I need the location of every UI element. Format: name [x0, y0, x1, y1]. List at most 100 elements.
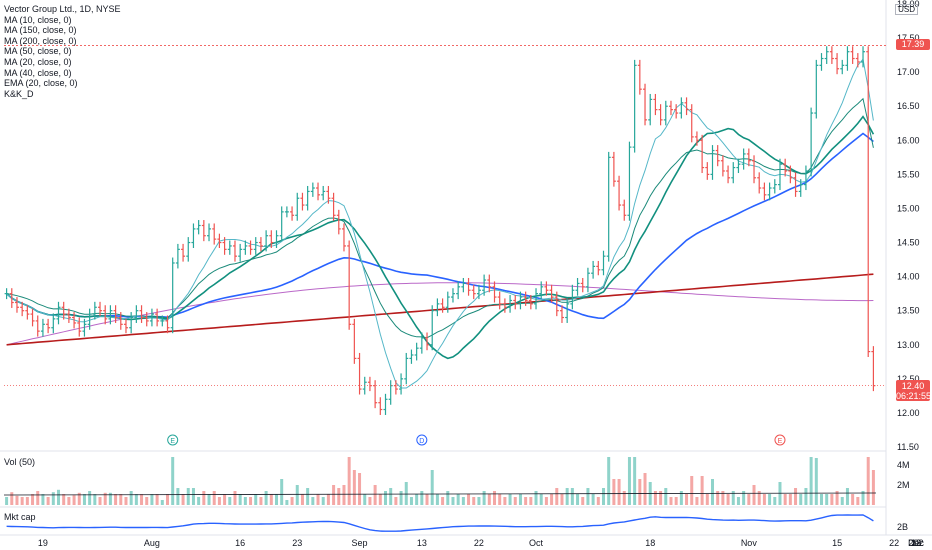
legend-ma10[interactable]: MA (10, close, 0) [4, 14, 72, 25]
volume-bar [711, 479, 714, 505]
price-bar [617, 175, 622, 211]
price-bar [866, 46, 871, 358]
volume-bar [866, 457, 870, 505]
volume-bar [555, 488, 559, 505]
volume-bar [254, 494, 258, 505]
price-bar [476, 284, 481, 300]
mktcap-pane-label[interactable]: Mkt cap [4, 512, 36, 522]
price-bar [284, 206, 289, 218]
price-bar [689, 104, 694, 143]
price-bar [788, 165, 793, 184]
price-bar [264, 230, 269, 252]
volume-bar [607, 457, 611, 505]
price-bar [798, 179, 803, 197]
price-bar [87, 308, 92, 330]
price-bar [554, 291, 559, 317]
volume-bar [840, 497, 844, 505]
volume-bar [404, 482, 408, 505]
price-tick-label: 14.00 [897, 272, 920, 282]
volume-bar [653, 491, 657, 505]
price-bar [352, 318, 357, 364]
volume-bar [337, 488, 341, 505]
volume-bar [378, 494, 382, 505]
volume-bar [82, 494, 86, 505]
event-marker [416, 434, 428, 446]
price-bar [565, 298, 570, 323]
event-marker [167, 434, 179, 446]
price-bar [835, 53, 840, 75]
volume-bar [643, 473, 647, 505]
legend-ma150[interactable]: MA (150, close, 0) [4, 25, 77, 36]
price-bar [25, 305, 30, 320]
price-bar [103, 305, 108, 325]
price-bar [30, 308, 35, 327]
volume-bar [290, 497, 294, 505]
price-bar [4, 288, 9, 300]
price-bar [222, 237, 227, 255]
price-bar [331, 192, 336, 221]
volume-bar [88, 491, 92, 505]
legend-ma20[interactable]: MA (20, close, 0) [4, 56, 72, 67]
legend-ma40[interactable]: MA (40, close, 0) [4, 67, 72, 78]
volume-bar [363, 494, 367, 505]
volume-bar [581, 497, 585, 505]
price-bar [502, 298, 507, 313]
event-marker-label: E [778, 438, 783, 445]
price-tick-label: 13.50 [897, 306, 920, 316]
legend-ma50[interactable]: MA (50, close, 0) [4, 46, 72, 57]
price-bar [170, 257, 175, 334]
volume-bar [259, 497, 263, 505]
currency-label[interactable]: USD [895, 4, 918, 15]
volume-bar [166, 494, 169, 505]
price-bar [513, 295, 518, 310]
price-bar [77, 317, 82, 337]
volume-bar [176, 488, 180, 505]
price-tick-label: 11.50 [897, 442, 919, 452]
price-bar [855, 53, 860, 68]
volume-bar [820, 494, 823, 505]
volume-bar [539, 494, 543, 505]
volume-bar [358, 473, 362, 505]
time-tick-label: 19 [38, 538, 48, 548]
price-bar [809, 107, 814, 177]
current-price-tag: 12.40 06:21:55 [896, 380, 931, 401]
volume-bar [238, 494, 242, 505]
event-marker-label: D [419, 438, 424, 445]
price-bar [113, 305, 118, 323]
price-bar [596, 260, 601, 276]
volume-bar [544, 497, 548, 505]
legend-ma200[interactable]: MA (200, close, 0) [4, 35, 77, 46]
price-tick-label: 15.50 [897, 169, 920, 179]
volume-tick-label: 4M [897, 460, 910, 470]
volume-bar [77, 492, 81, 505]
price-bar [118, 312, 123, 330]
price-tick-label: 12.50 [897, 374, 920, 384]
price-bar [341, 223, 346, 252]
price-bar [419, 332, 424, 354]
price-bar [46, 318, 51, 334]
volume-bar [576, 494, 580, 505]
volume-bar [316, 494, 320, 505]
price-bar [752, 155, 757, 184]
current-price-value: 12.40 [901, 381, 925, 391]
price-bar [196, 220, 201, 235]
volume-bar [108, 492, 112, 505]
price-bar [160, 315, 165, 327]
volume-bar [425, 494, 429, 505]
volume-bar [736, 497, 740, 505]
legend-kk-d[interactable]: K&K_D [4, 88, 34, 99]
price-bar [51, 313, 56, 334]
legend-symbol[interactable]: Vector Group Ltd., 1D, NYSE [4, 4, 121, 14]
volume-bar [57, 489, 60, 505]
price-bar [217, 233, 222, 248]
price-bar [726, 165, 731, 184]
price-bar [632, 59, 637, 153]
price-bar [679, 97, 684, 119]
legend-ema20[interactable]: EMA (20, close, 0) [4, 78, 78, 89]
volume-bar [285, 500, 289, 505]
volume-bar [368, 497, 372, 505]
volume-pane-label[interactable]: Vol (50) [4, 457, 36, 467]
price-bar [440, 298, 445, 313]
price-bar [539, 281, 544, 300]
